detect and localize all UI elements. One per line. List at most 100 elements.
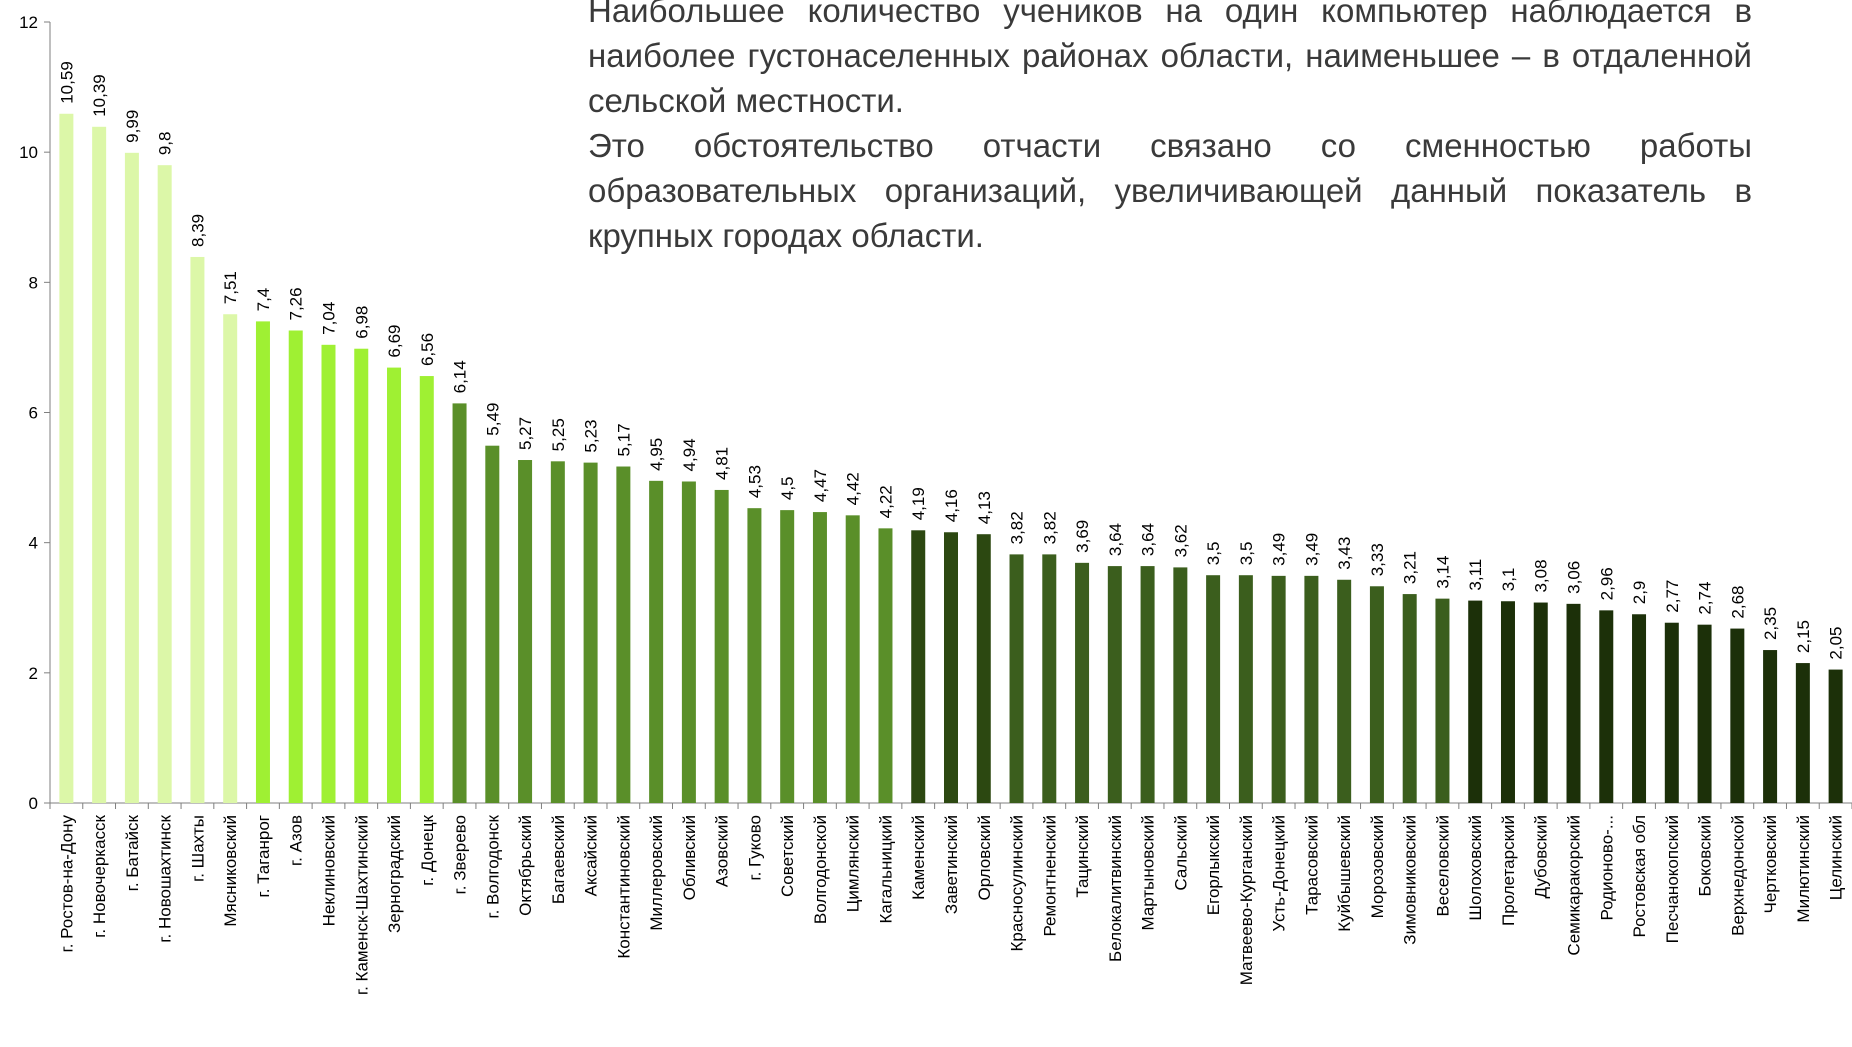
- bar: [649, 480, 664, 803]
- data-label: 7,04: [319, 302, 338, 335]
- bar: [1599, 610, 1614, 803]
- x-category-label: Азовский: [713, 815, 732, 887]
- y-tick-label: 4: [29, 534, 38, 553]
- data-label: 10,39: [90, 74, 109, 117]
- x-category-label: Волгодонской: [811, 815, 830, 924]
- bar: [1533, 602, 1548, 803]
- bar: [714, 489, 729, 803]
- data-label: 9,99: [123, 110, 142, 143]
- data-label: 4,19: [909, 487, 928, 520]
- data-label: 2,9: [1630, 581, 1649, 605]
- bar: [1632, 614, 1647, 803]
- y-tick-label: 6: [29, 404, 38, 423]
- data-label: 4,16: [942, 489, 961, 522]
- x-category-label: Зерноградский: [385, 815, 404, 933]
- bar: [878, 528, 893, 803]
- bar: [1009, 554, 1024, 803]
- data-label: 4,53: [745, 465, 764, 498]
- x-category-label: Советский: [778, 815, 797, 897]
- bar: [1140, 566, 1155, 803]
- data-label: 4,13: [975, 491, 994, 524]
- bar: [1402, 594, 1417, 803]
- x-category-label: Матвеево-Курганский: [1237, 815, 1256, 985]
- bar: [747, 508, 762, 803]
- x-category-label: Каменский: [909, 815, 928, 900]
- x-category-label: Белокалитвинский: [1106, 815, 1125, 962]
- bar: [288, 330, 303, 803]
- bar: [59, 113, 74, 803]
- bar: [1664, 622, 1679, 803]
- data-label: 5,17: [614, 423, 633, 456]
- data-label: 3,62: [1171, 524, 1190, 557]
- bar: [157, 165, 172, 803]
- y-tick-label: 2: [29, 664, 38, 683]
- bar: [583, 462, 598, 803]
- x-category-label: Ремонтненский: [1040, 815, 1059, 937]
- data-label: 2,77: [1663, 580, 1682, 613]
- data-label: 2,15: [1794, 620, 1813, 653]
- data-label: 2,96: [1597, 567, 1616, 600]
- data-label: 3,64: [1106, 523, 1125, 556]
- x-category-label: Орловский: [975, 815, 994, 900]
- x-category-label: Милютинский: [1794, 815, 1813, 923]
- bar: [1566, 603, 1581, 803]
- x-category-label: Заветинский: [942, 815, 961, 914]
- data-label: 4,81: [713, 447, 732, 480]
- data-label: 4,47: [811, 469, 830, 502]
- commentary-paragraph-2: Это обстоятельство отчасти связано со см…: [588, 127, 1752, 254]
- data-label: 3,1: [1499, 568, 1518, 592]
- data-label: 7,4: [254, 288, 273, 312]
- bar: [1238, 575, 1253, 803]
- x-category-label: Целинский: [1827, 815, 1846, 900]
- y-tick-label: 12: [19, 13, 38, 32]
- data-label: 2,35: [1761, 607, 1780, 640]
- x-category-label: Аксайский: [582, 815, 601, 896]
- data-label: 6,14: [451, 360, 470, 393]
- x-category-label: Тацинский: [1073, 815, 1092, 898]
- x-category-label: Усть-Донецкий: [1270, 815, 1289, 932]
- bar: [1271, 575, 1286, 803]
- bar: [1468, 600, 1483, 803]
- x-category-label: Октябрьский: [516, 815, 535, 916]
- bar: [485, 445, 500, 803]
- bar: [911, 530, 926, 803]
- x-category-label: г. Батайск: [123, 814, 142, 891]
- bar: [1730, 628, 1745, 803]
- x-category-label: Константиновский: [614, 815, 633, 959]
- data-label: 3,43: [1335, 537, 1354, 570]
- x-category-label: Мясниковский: [221, 815, 240, 927]
- x-category-label: Ростовская обл: [1630, 815, 1649, 937]
- x-category-label: Багаевский: [549, 815, 568, 904]
- x-category-label: Кагальницкий: [876, 815, 895, 923]
- bar: [1337, 579, 1352, 803]
- bar: [780, 510, 795, 803]
- data-label: 4,94: [680, 438, 699, 471]
- bar: [190, 256, 205, 804]
- data-label: 2,68: [1728, 585, 1747, 618]
- x-category-label: Миллеровский: [647, 815, 666, 931]
- bar: [92, 126, 107, 803]
- data-label: 7,51: [221, 271, 240, 304]
- x-category-label: г. Таганрог: [254, 815, 273, 897]
- x-category-label: г. Азов: [287, 815, 306, 866]
- x-category-label: г. Шахты: [188, 815, 207, 882]
- x-category-label: г. Гуково: [745, 815, 764, 881]
- x-category-label: г. Новошахтинск: [156, 814, 175, 942]
- x-category-label: Куйбышевский: [1335, 815, 1354, 932]
- data-label: 6,69: [385, 324, 404, 357]
- x-category-label: Песчанокопский: [1663, 815, 1682, 943]
- bar: [1795, 663, 1810, 803]
- data-label: 5,25: [549, 418, 568, 451]
- x-category-label: Родионово-...: [1597, 815, 1616, 921]
- bar: [1500, 601, 1515, 803]
- bar: [1435, 598, 1450, 803]
- bar: [387, 367, 402, 803]
- bar: [1763, 650, 1778, 803]
- x-category-label: г. Донецк: [418, 814, 437, 885]
- x-category-label: Обливский: [680, 815, 699, 900]
- bar: [1369, 586, 1384, 803]
- bar: [1107, 566, 1122, 803]
- data-label: 3,5: [1237, 542, 1256, 566]
- x-category-label: Морозовский: [1368, 815, 1387, 918]
